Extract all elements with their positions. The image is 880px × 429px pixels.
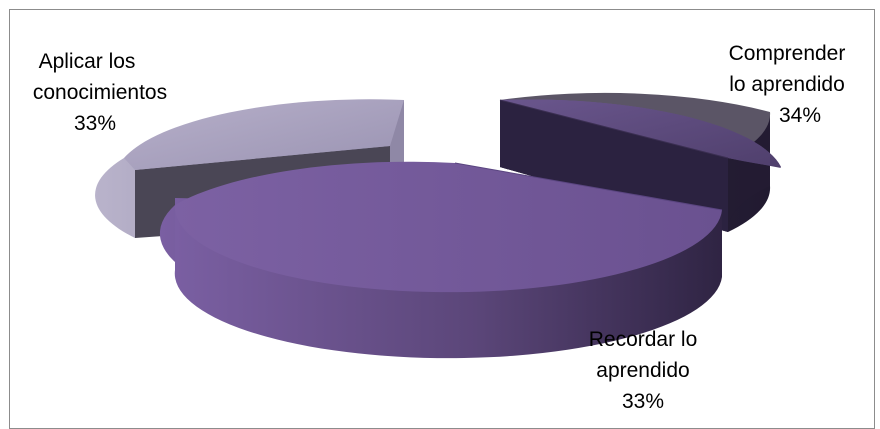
label-comprender-value: 34% <box>779 104 821 127</box>
slice-label-recordar: Recordar lo aprendido 33% <box>589 328 698 413</box>
slice-label-aplicar: Aplicar los conocimientos 33% <box>33 50 167 135</box>
label-aplicar-line1: Aplicar los <box>39 50 136 73</box>
label-comprender-line1: Comprender <box>729 42 846 65</box>
label-recordar-line2: aprendido <box>596 359 689 382</box>
pie-slice-recordar <box>159 161 723 359</box>
label-aplicar-value: 33% <box>74 112 116 135</box>
label-recordar-value: 33% <box>622 390 664 413</box>
slice-label-comprender: Comprender lo aprendido 34% <box>729 42 846 127</box>
label-recordar-line1: Recordar lo <box>589 328 698 351</box>
pie-slice-comprender <box>499 92 781 233</box>
label-aplicar-line2: conocimientos <box>33 81 167 104</box>
label-comprender-line2: lo aprendido <box>729 73 845 96</box>
